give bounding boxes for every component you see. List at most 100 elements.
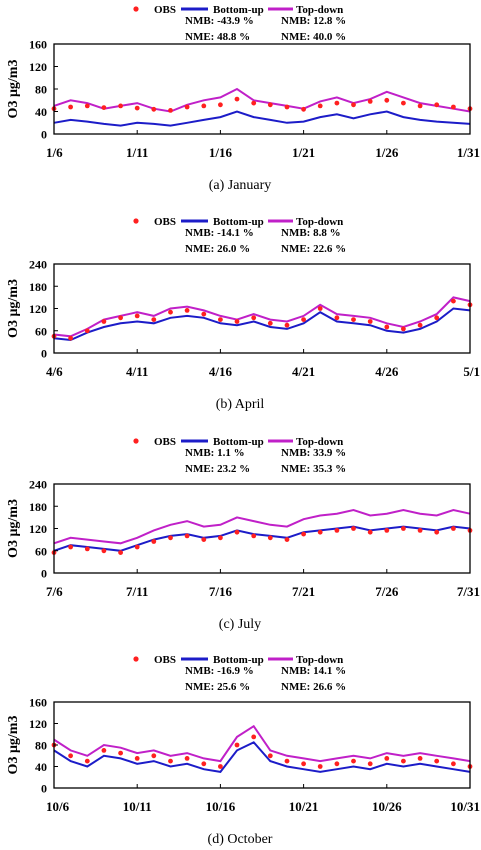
obs-point	[417, 322, 423, 328]
legend-top-down-label: Top-down	[296, 216, 343, 228]
x-tick-label: 7/6	[46, 584, 63, 599]
chart-panel: OBS Bottom-up Top-down NMB: -14.1 % NMB: 8.8…	[6, 216, 480, 412]
obs-point	[351, 526, 356, 531]
x-tick-label: 4/21	[292, 364, 315, 379]
y-tick-label: 40	[35, 760, 47, 774]
obs-point	[434, 102, 440, 108]
y-tick-label: 0	[41, 128, 47, 142]
obs-point	[384, 97, 390, 103]
y-tick-label: 60	[35, 324, 47, 338]
obs-point	[218, 764, 223, 769]
obs-point	[451, 526, 456, 531]
obs-point	[401, 526, 406, 531]
obs-point	[317, 529, 323, 535]
stat-bottom-up-nme: NME: 48.8 %	[185, 31, 250, 43]
legend-obs-label: OBS	[154, 216, 176, 228]
series-bottom-up-line	[53, 741, 471, 773]
legend-bottom-up-label: Bottom-up	[213, 654, 264, 666]
x-tick-label: 7/16	[209, 584, 233, 599]
x-tick-label: 10/16	[206, 799, 236, 814]
y-tick-label: 180	[29, 500, 47, 514]
obs-point	[168, 758, 173, 764]
x-tick-label: 7/26	[375, 584, 399, 599]
obs-point	[251, 533, 257, 539]
obs-point	[118, 315, 123, 321]
obs-point	[384, 528, 390, 533]
legend-obs-marker	[133, 6, 139, 12]
series-top-down-line	[53, 724, 471, 763]
chart-panel: OBS Bottom-up Top-down NMB: 1.1 % NMB: 33.9 …	[6, 436, 480, 632]
plot-frame	[53, 43, 471, 135]
y-tick-label: 240	[29, 258, 47, 272]
y-tick-label: 80	[35, 83, 47, 97]
obs-point	[301, 531, 306, 537]
obs-point	[118, 103, 123, 109]
obs-point	[68, 544, 73, 550]
obs-point	[151, 539, 157, 544]
y-axis-label: O3 μg/m3	[6, 279, 21, 338]
y-tick-label: 0	[41, 567, 47, 581]
obs-point	[201, 537, 207, 542]
obs-point	[101, 319, 107, 324]
obs-point	[184, 104, 190, 110]
stat-bottom-up-nmb: NMB: -43.9 %	[185, 15, 254, 27]
x-tick-label: 4/11	[126, 364, 148, 379]
legend-top-down-label: Top-down	[296, 4, 343, 16]
obs-point	[284, 104, 290, 110]
y-tick-label: 120	[29, 522, 47, 536]
plot-frame	[53, 263, 471, 354]
obs-point	[334, 761, 340, 767]
x-tick-label: 10/11	[123, 799, 152, 814]
obs-point	[68, 753, 73, 759]
series-top-down-line	[53, 87, 471, 113]
obs-point	[417, 756, 423, 761]
legend-bottom-up-label: Bottom-up	[213, 4, 264, 16]
obs-point	[384, 324, 390, 330]
obs-point	[267, 320, 273, 326]
x-tick-label: 4/26	[375, 364, 399, 379]
panel-caption: (d) October	[208, 832, 273, 847]
obs-point	[417, 528, 423, 533]
legend-obs-marker	[133, 438, 139, 444]
panel-caption: (b) April	[216, 397, 265, 412]
obs-point	[134, 544, 140, 550]
stat-bottom-up-nmb: NMB: -14.1 %	[185, 227, 254, 239]
obs-point	[218, 317, 223, 322]
obs-point	[151, 106, 157, 112]
legend-obs-marker	[133, 218, 139, 224]
x-tick-label: 10/31	[450, 799, 480, 814]
obs-point	[151, 317, 157, 322]
obs-point	[367, 761, 373, 767]
x-tick-label: 1/31	[457, 145, 480, 160]
legend-top-down-label: Top-down	[296, 436, 343, 448]
obs-point	[118, 550, 123, 555]
obs-point	[334, 528, 340, 533]
obs-point	[234, 319, 240, 324]
stat-top-down-nmb: NMB: 14.1 %	[281, 665, 346, 677]
obs-point	[234, 529, 240, 535]
obs-point	[284, 322, 290, 328]
x-tick-label: 1/16	[209, 145, 233, 160]
obs-point	[267, 753, 273, 759]
y-tick-label: 160	[29, 696, 47, 710]
x-tick-label: 7/21	[292, 584, 315, 599]
obs-point	[84, 328, 90, 334]
obs-point	[201, 761, 207, 767]
obs-point	[451, 761, 456, 767]
obs-point	[334, 100, 340, 106]
obs-point	[234, 742, 240, 748]
obs-point	[184, 308, 190, 313]
stat-top-down-nmb: NMB: 8.8 %	[281, 227, 341, 239]
x-tick-label: 7/11	[126, 584, 148, 599]
stat-top-down-nme: NME: 40.0 %	[281, 31, 346, 43]
obs-point	[401, 758, 406, 764]
stat-top-down-nmb: NMB: 12.8 %	[281, 15, 346, 27]
y-tick-label: 0	[41, 782, 47, 796]
stat-top-down-nme: NME: 26.6 %	[281, 681, 346, 693]
legend-obs-label: OBS	[154, 436, 176, 448]
obs-point	[251, 315, 257, 321]
obs-point	[151, 753, 157, 759]
panel-caption: (a) January	[209, 178, 272, 193]
x-tick-label: 10/26	[372, 799, 402, 814]
